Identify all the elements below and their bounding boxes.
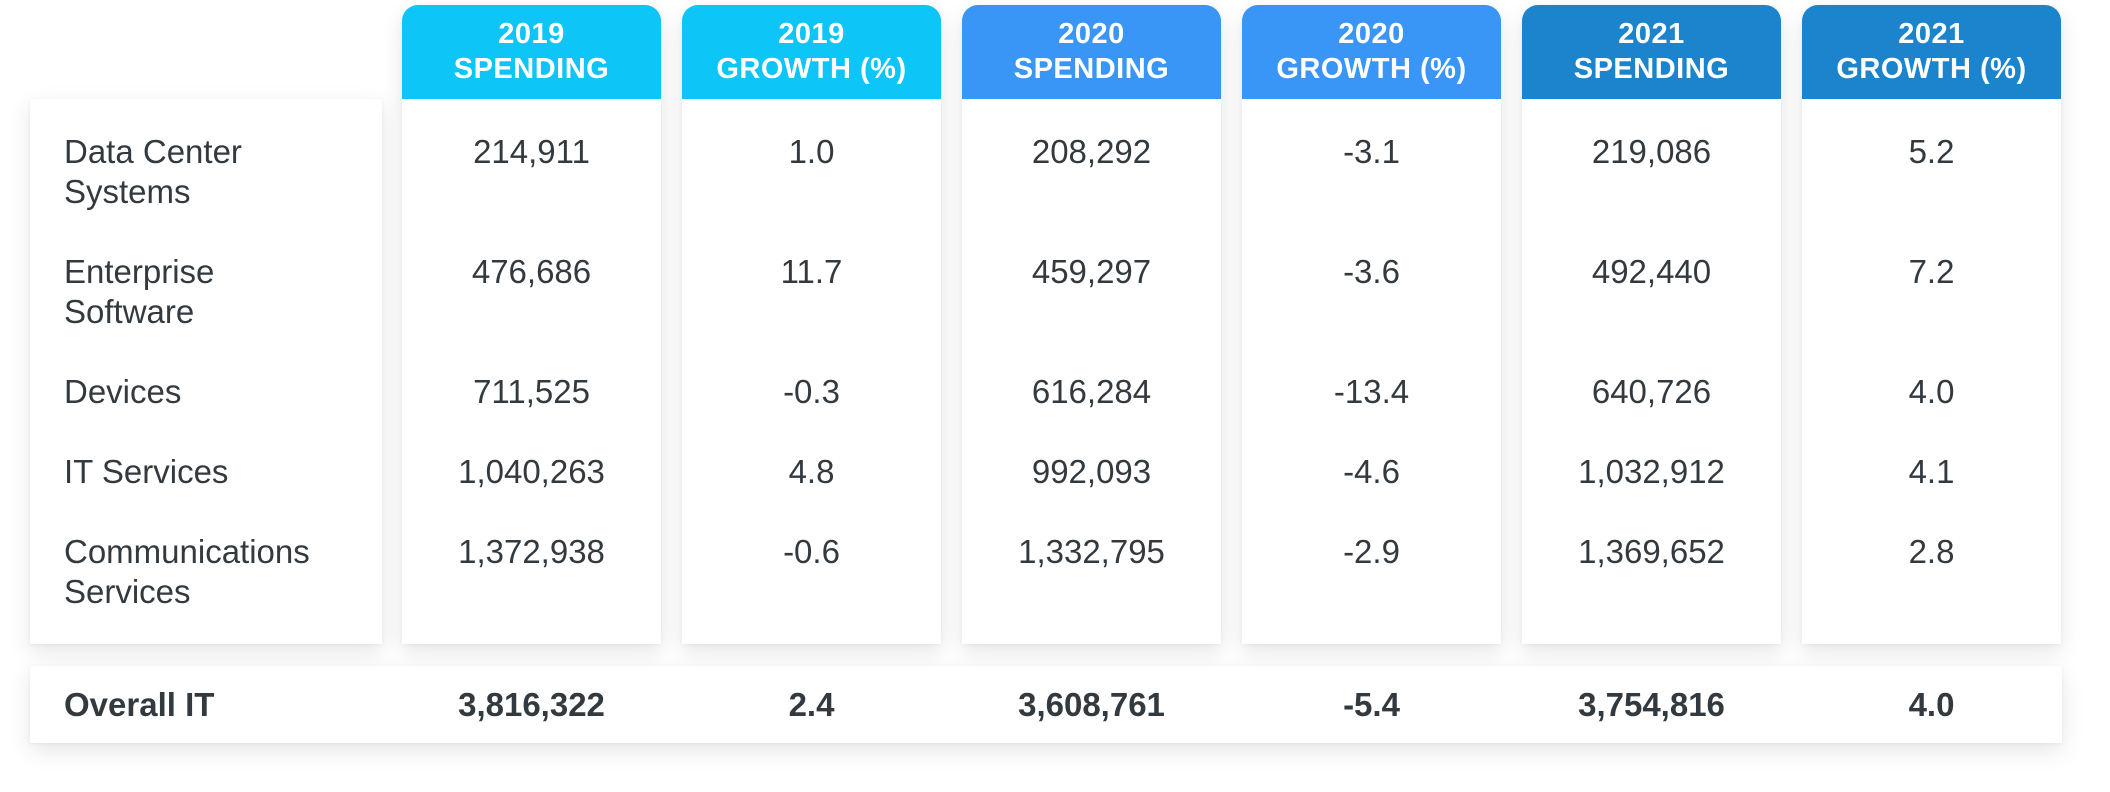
- table-cell: 219,086: [1591, 133, 1712, 170]
- row-label-line: Data Center: [64, 133, 242, 170]
- table-cell: 4.0: [1908, 373, 1955, 410]
- row-label-communications-services: Communications Services: [64, 532, 310, 612]
- row-label-devices: Devices: [64, 372, 181, 412]
- row-label-data-center-systems: Data Center Systems: [64, 132, 242, 212]
- table-cell: 214,911: [473, 133, 590, 170]
- column-header-label: SPENDING: [1573, 53, 1730, 85]
- row-label-line: Communications: [64, 533, 310, 570]
- table-cell: 4.8: [788, 453, 835, 490]
- table-cell: -0.6: [783, 533, 840, 570]
- column-header: 2019 GROWTH (%): [682, 5, 941, 99]
- column-2021-growth: 2021 GROWTH (%) 5.2 7.2 4.0 4.1 2.8: [1802, 5, 2061, 644]
- total-cell: 2.4: [788, 686, 835, 723]
- table-cell: 4.1: [1908, 453, 1955, 490]
- table-cell: -0.3: [783, 373, 840, 410]
- column-header-label: GROWTH (%): [716, 53, 907, 85]
- table-cell: 7.2: [1908, 253, 1955, 290]
- table-cell: 2.8: [1908, 533, 1955, 570]
- column-header: 2021 GROWTH (%): [1802, 5, 2061, 99]
- column-header-year: 2019: [498, 18, 565, 50]
- row-label-line: Systems: [64, 173, 191, 210]
- row-label-line: Devices: [64, 373, 182, 410]
- row-label-line: IT Services: [64, 453, 229, 490]
- table-cell: -2.9: [1343, 533, 1400, 570]
- total-label: Overall IT: [64, 686, 215, 723]
- total-cell: 3,608,761: [1018, 686, 1165, 723]
- column-header-label: GROWTH (%): [1836, 53, 2027, 85]
- table-cell: -3.1: [1343, 133, 1400, 170]
- column-header: 2020 SPENDING: [962, 5, 1221, 99]
- table-cell: 1,032,912: [1578, 453, 1725, 490]
- total-cell: -5.4: [1343, 686, 1400, 723]
- column-header: 2020 GROWTH (%): [1242, 5, 1501, 99]
- column-header-year: 2019: [778, 18, 845, 50]
- table-cell: 11.7: [780, 253, 843, 290]
- table-cell: 1,332,795: [1018, 533, 1165, 570]
- column-header-year: 2020: [1338, 18, 1405, 50]
- column-header-label: GROWTH (%): [1276, 53, 1467, 85]
- column-2019-spending: 2019 SPENDING 214,911 476,686 711,525 1,…: [402, 5, 661, 644]
- column-header: 2021 SPENDING: [1522, 5, 1781, 99]
- row-label-it-services: IT Services: [64, 452, 228, 492]
- row-label-line: Software: [64, 293, 195, 330]
- table-cell: 616,284: [1031, 373, 1152, 410]
- column-header-year: 2021: [1618, 18, 1685, 50]
- column-header-label: SPENDING: [1013, 53, 1170, 85]
- table-cell: -4.6: [1343, 453, 1400, 490]
- table-cell: 711,525: [473, 373, 590, 410]
- column-2020-spending: 2020 SPENDING 208,292 459,297 616,284 99…: [962, 5, 1221, 644]
- table-cell: -13.4: [1333, 373, 1410, 410]
- table-cell: 476,686: [471, 253, 592, 290]
- column-header-label: SPENDING: [453, 53, 610, 85]
- total-cell: 3,816,322: [458, 686, 605, 723]
- table-cell: 1,040,263: [458, 453, 605, 490]
- table-cell: 208,292: [1031, 133, 1152, 170]
- column-header-year: 2020: [1058, 18, 1125, 50]
- row-label-line: Enterprise: [64, 253, 215, 290]
- column-2020-growth: 2020 GROWTH (%) -3.1 -3.6 -13.4 -4.6 -2.…: [1242, 5, 1501, 644]
- table-cell: 459,297: [1031, 253, 1152, 290]
- total-cell: 3,754,816: [1578, 686, 1725, 723]
- table-cell: 992,093: [1031, 453, 1152, 490]
- row-label-panel: Data Center Systems Enterprise Software …: [30, 99, 382, 644]
- total-cell: 4.0: [1908, 686, 1955, 723]
- row-label-enterprise-software: Enterprise Software: [64, 252, 214, 332]
- column-header-year: 2021: [1898, 18, 1965, 50]
- total-row: Overall IT 3,816,322 2.4 3,608,761 -5.4 …: [30, 666, 2062, 743]
- column-2019-growth: 2019 GROWTH (%) 1.0 11.7 -0.3 4.8 -0.6: [682, 5, 941, 644]
- row-label-line: Services: [64, 573, 191, 610]
- column-header: 2019 SPENDING: [402, 5, 661, 99]
- table-cell: 1,369,652: [1578, 533, 1725, 570]
- table-cell: 492,440: [1591, 253, 1712, 290]
- column-2021-spending: 2021 SPENDING 219,086 492,440 640,726 1,…: [1522, 5, 1781, 644]
- table-cell: 1,372,938: [458, 533, 605, 570]
- table-cell: -3.6: [1343, 253, 1400, 290]
- table-cell: 640,726: [1591, 373, 1712, 410]
- table-cell: 5.2: [1908, 133, 1955, 170]
- table-cell: 1.0: [788, 133, 835, 170]
